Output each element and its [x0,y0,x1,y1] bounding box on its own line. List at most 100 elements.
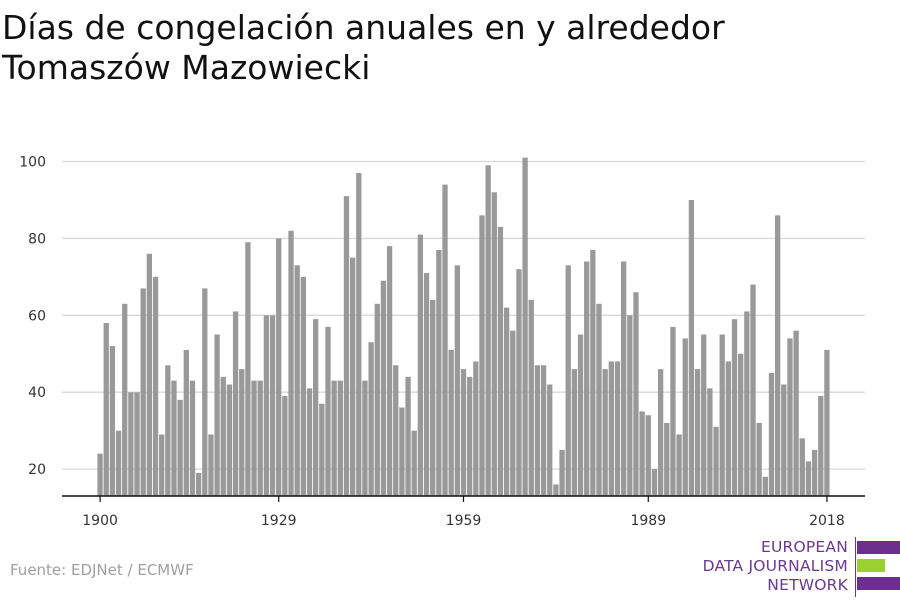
bar [343,196,350,496]
bar [577,334,584,496]
bar [768,372,775,496]
bar [479,215,485,496]
edjnet-logo: EUROPEAN DATA JOURNALISM NETWORK [700,537,900,597]
bar [657,369,664,496]
y-axis: 20 40 60 80 100 [19,155,46,479]
bar [146,253,153,496]
bar [294,265,300,496]
bar [128,392,134,496]
bar [448,349,454,496]
bar [651,469,658,496]
bar [571,369,578,496]
bar [349,257,356,496]
bar [584,261,590,496]
bar [534,365,541,496]
bar [824,349,830,496]
bar [202,288,208,496]
bar [516,269,522,496]
bar [245,242,251,496]
bar [811,449,818,496]
bar [276,238,282,496]
bar [627,315,633,496]
bar [380,280,387,496]
bar [559,449,565,496]
bar [282,396,288,496]
bar [356,173,362,497]
bar [774,215,781,496]
bar [368,342,374,496]
bar [719,334,725,496]
bar [799,438,805,496]
bar [195,472,202,496]
bar [454,265,460,496]
bar [553,484,559,496]
bar [257,380,263,496]
bar [159,434,165,496]
logo-divider [855,537,856,597]
logo-line-2: DATA JOURNALISM [702,557,848,575]
bar [399,407,405,496]
bar [540,365,547,496]
bar [226,384,233,496]
bar [497,226,504,496]
bar [522,157,528,496]
bar [140,288,146,496]
bar [362,380,368,496]
bar [503,307,510,496]
bar [738,353,744,496]
y-tick-label: 100 [19,155,46,171]
bar [263,315,270,496]
bar [781,384,787,496]
bar [793,330,799,496]
bar [688,199,695,496]
logo-bar-purple-top [857,541,900,554]
bar [208,434,214,496]
bar [214,334,220,496]
x-tick-label: 1900 [82,513,118,529]
bar [177,399,183,496]
logo-bar-green [857,559,885,572]
bar [701,334,707,496]
bar [442,184,448,496]
bar [614,361,621,496]
bar [725,361,732,496]
x-tick-label: 1929 [261,513,297,529]
bar [608,361,614,496]
bar [313,319,319,496]
x-tick-label: 1959 [446,513,482,529]
bar [596,303,602,496]
bar [331,380,337,496]
bar [183,349,189,496]
bar [633,292,639,496]
bar [565,265,571,496]
bar [787,338,793,496]
bar [325,326,331,496]
bar [171,380,177,496]
bar [805,461,812,496]
bar [590,249,596,496]
bar [165,365,171,496]
bar [621,261,627,496]
bar [115,430,122,496]
bar [300,276,306,496]
bar [750,284,756,496]
bar [756,422,762,496]
bar [467,376,473,496]
bar [676,434,682,496]
bar [232,311,239,496]
logo-bar-purple-bottom [857,577,900,590]
bar [547,384,553,496]
bar [473,361,479,496]
x-tick-label: 1989 [630,513,666,529]
y-tick-label: 20 [28,462,46,478]
bar [602,369,608,496]
y-tick-label: 80 [28,231,46,247]
bar [510,330,516,496]
bar [220,376,226,496]
bar [645,415,651,496]
bars [97,157,830,497]
bar [707,388,713,496]
bar [485,165,491,496]
bar [109,346,116,496]
